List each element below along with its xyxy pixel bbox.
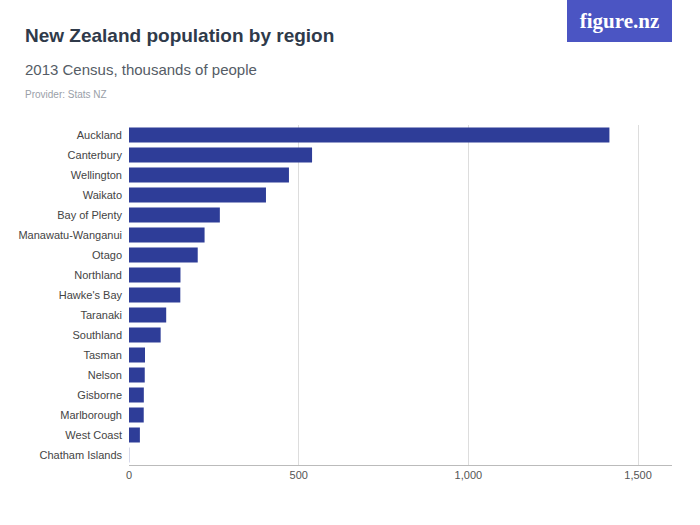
svg-text:Gisborne: Gisborne	[77, 389, 122, 401]
svg-text:Otago: Otago	[92, 249, 122, 261]
svg-text:Northland: Northland	[74, 269, 122, 281]
svg-text:Tasman: Tasman	[83, 349, 122, 361]
svg-text:Marlborough: Marlborough	[60, 409, 122, 421]
svg-text:500: 500	[290, 469, 308, 481]
svg-text:Auckland: Auckland	[77, 129, 122, 141]
svg-text:Chatham Islands: Chatham Islands	[39, 449, 122, 461]
svg-text:Taranaki: Taranaki	[80, 309, 122, 321]
svg-text:Nelson: Nelson	[88, 369, 122, 381]
svg-text:1,000: 1,000	[455, 469, 483, 481]
svg-text:Bay of Plenty: Bay of Plenty	[57, 209, 122, 221]
html-text:New Zealand population by regi: New Zealand population by region	[25, 25, 335, 46]
svg-text:Hawke's Bay: Hawke's Bay	[59, 289, 123, 301]
svg-text:1,500: 1,500	[624, 469, 652, 481]
svg-text:Manawatu-Wanganui: Manawatu-Wanganui	[18, 229, 122, 241]
svg-text:West Coast: West Coast	[65, 429, 122, 441]
svg-text:0: 0	[126, 469, 132, 481]
svg-text:Canterbury: Canterbury	[68, 149, 123, 161]
html-text:Provider: Stats NZ: Provider: Stats NZ	[25, 89, 107, 100]
svg-text:Wellington: Wellington	[71, 169, 122, 181]
svg-text:Southland: Southland	[72, 329, 122, 341]
html-text:figure.nz: figure.nz	[579, 9, 660, 33]
svg-text:Waikato: Waikato	[83, 189, 122, 201]
html-text:2013 Census, thousands of peop: 2013 Census, thousands of people	[25, 61, 257, 78]
